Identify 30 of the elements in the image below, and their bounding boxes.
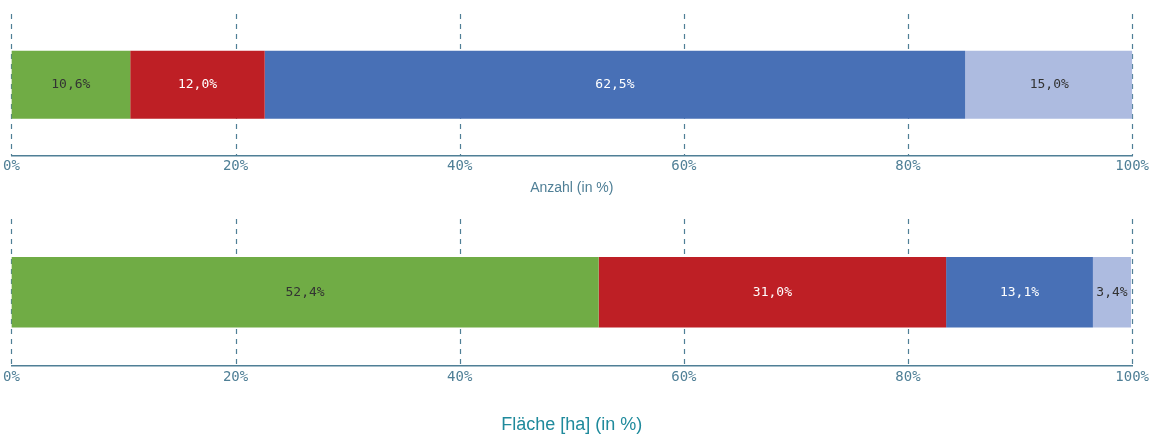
x-tick-label: 0% — [3, 157, 21, 174]
data-label: 12,0% — [177, 76, 218, 92]
x-tick-label: 80% — [895, 157, 922, 174]
x-axis-title: Fläche [ha] (in %) — [501, 414, 643, 435]
data-label: 13,1% — [999, 283, 1040, 299]
bar — [598, 257, 947, 328]
x-tick-label: 0% — [3, 367, 21, 384]
x-tick-label: 20% — [222, 367, 249, 384]
bar — [1092, 257, 1132, 328]
bar — [11, 50, 131, 119]
bar — [946, 257, 1093, 328]
x-axis-title: Anzahl (in %) — [530, 179, 614, 196]
data-label: 52,4% — [285, 283, 325, 299]
data-label: 3,4% — [1096, 283, 1128, 299]
data-label: 62,5% — [595, 76, 635, 92]
x-tick-label: 40% — [447, 367, 473, 384]
bar — [11, 257, 599, 328]
x-tick-label: 60% — [671, 157, 698, 174]
x-tick-label: 60% — [671, 367, 698, 384]
x-tick-label: 20% — [222, 157, 249, 174]
data-label: 31,0% — [752, 283, 793, 299]
x-tick-label: 80% — [895, 367, 922, 384]
x-tick-label: 100% — [1115, 157, 1150, 174]
bar — [130, 50, 265, 119]
data-label: 10,6% — [51, 76, 91, 92]
bar — [264, 50, 966, 119]
x-tick-label: 100% — [1115, 367, 1150, 384]
bar — [965, 50, 1133, 119]
x-tick-label: 40% — [447, 157, 473, 174]
data-label: 15,0% — [1029, 76, 1069, 92]
